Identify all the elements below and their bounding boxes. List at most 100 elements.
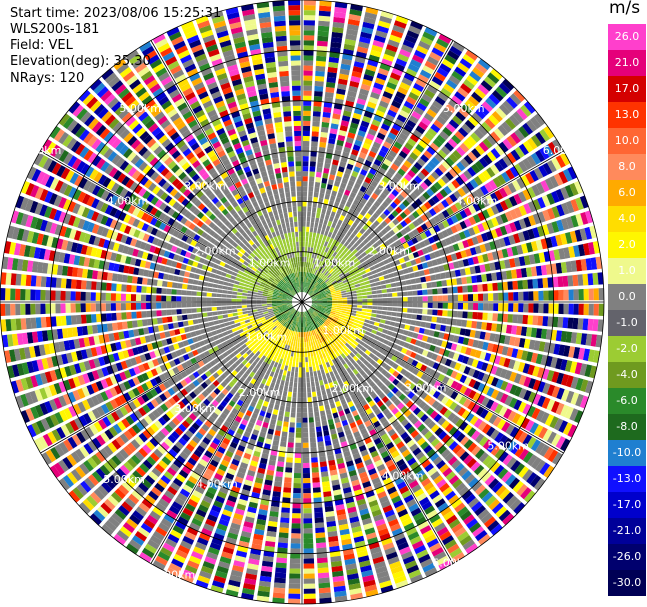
- velocity-cell: [307, 247, 311, 253]
- velocity-cell: [388, 221, 396, 229]
- velocity-cell: [216, 328, 222, 334]
- velocity-cell: [474, 484, 486, 496]
- velocity-cell: [396, 402, 405, 410]
- velocity-cell: [393, 350, 401, 357]
- velocity-cell: [348, 346, 355, 352]
- velocity-cell: [343, 424, 350, 431]
- velocity-cell: [535, 353, 543, 365]
- velocity-cell: [545, 329, 553, 340]
- velocity-cell: [407, 302, 413, 308]
- velocity-cell: [155, 366, 163, 375]
- velocity-cell: [400, 280, 407, 286]
- velocity-cell: [484, 263, 491, 272]
- velocity-cell: [289, 356, 293, 362]
- velocity-cell: [429, 490, 440, 500]
- velocity-cell: [326, 148, 334, 155]
- velocity-cell: [541, 397, 551, 409]
- velocity-cell: [578, 347, 586, 360]
- velocity-cell: [448, 441, 459, 451]
- velocity-cell: [516, 483, 528, 496]
- velocity-cell: [403, 72, 415, 82]
- velocity-cell: [328, 423, 336, 430]
- velocity-cell: [346, 568, 358, 576]
- velocity-cell: [336, 367, 342, 374]
- velocity-cell: [405, 68, 418, 78]
- velocity-cell: [523, 376, 532, 388]
- velocity-cell: [355, 372, 362, 379]
- velocity-cell: [264, 357, 269, 363]
- velocity-cell: [433, 475, 444, 485]
- velocity-cell: [400, 262, 408, 269]
- velocity-cell: [334, 590, 347, 598]
- velocity-cell: [335, 93, 345, 100]
- velocity-cell: [372, 455, 381, 463]
- velocity-cell: [327, 366, 333, 373]
- velocity-cell: [226, 584, 240, 593]
- velocity-cell: [67, 436, 78, 449]
- velocity-cell: [181, 433, 191, 443]
- velocity-cell: [128, 493, 140, 505]
- velocity-cell: [213, 500, 224, 509]
- velocity-cell: [583, 303, 589, 316]
- velocity-cell: [284, 316, 289, 321]
- velocity-cell: [575, 332, 583, 345]
- velocity-cell: [385, 184, 394, 192]
- velocity-cell: [175, 413, 184, 423]
- velocity-cell: [80, 349, 88, 360]
- velocity-cell: [569, 408, 579, 422]
- velocity-cell: [396, 458, 406, 468]
- velocity-cell: [308, 289, 312, 295]
- velocity-cell: [416, 549, 429, 559]
- velocity-cell: [455, 212, 463, 222]
- velocity-cell: [442, 295, 448, 302]
- velocity-cell: [334, 98, 344, 105]
- velocity-cell: [409, 325, 416, 332]
- velocity-cell: [427, 198, 436, 207]
- velocity-cell: [364, 349, 371, 356]
- velocity-cell: [457, 354, 465, 363]
- velocity-cell: [351, 274, 357, 280]
- velocity-cell: [446, 217, 454, 226]
- velocity-cell: [547, 449, 559, 463]
- velocity-cell: [411, 110, 422, 120]
- velocity-cell: [278, 451, 286, 458]
- velocity-cell: [477, 284, 483, 292]
- velocity-cell: [358, 332, 365, 337]
- velocity-cell: [322, 303, 328, 305]
- velocity-cell: [454, 130, 465, 141]
- velocity-cell: [358, 423, 366, 431]
- velocity-cell: [303, 65, 313, 71]
- velocity-cell: [223, 396, 231, 404]
- velocity-cell: [152, 506, 164, 517]
- velocity-cell: [149, 334, 156, 342]
- velocity-cell: [416, 102, 427, 112]
- velocity-cell: [160, 518, 173, 528]
- velocity-cell: [294, 346, 297, 352]
- velocity-cell: [498, 158, 508, 170]
- velocity-cell: [175, 520, 187, 530]
- velocity-cell: [352, 368, 359, 375]
- velocity-cell: [129, 514, 141, 525]
- velocity-cell: [429, 104, 440, 114]
- velocity-cell: [320, 342, 325, 348]
- velocity-cell: [278, 330, 283, 336]
- velocity-cell: [467, 401, 476, 411]
- velocity-cell: [241, 419, 248, 426]
- velocity-cell: [322, 235, 327, 241]
- velocity-cell: [393, 247, 401, 254]
- velocity-cell: [322, 116, 330, 123]
- velocity-cell: [263, 311, 269, 315]
- velocity-cell: [575, 197, 584, 211]
- velocity-cell: [371, 349, 378, 355]
- velocity-cell: [334, 275, 340, 280]
- velocity-cell: [419, 391, 428, 400]
- velocity-cell: [367, 298, 373, 302]
- velocity-cell: [320, 256, 325, 262]
- velocity-cell: [329, 342, 335, 349]
- velocity-cell: [218, 561, 231, 569]
- velocity-cell: [244, 479, 253, 487]
- velocity-cell: [376, 380, 384, 388]
- velocity-cell: [306, 331, 310, 337]
- velocity-cell: [260, 355, 266, 361]
